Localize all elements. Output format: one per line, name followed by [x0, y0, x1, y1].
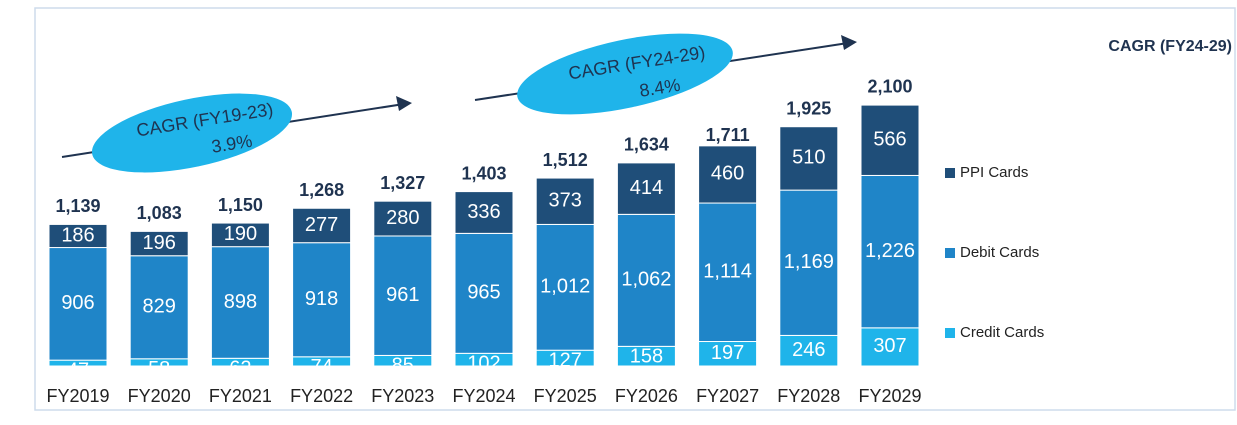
x-tick-label: FY2022: [290, 386, 353, 406]
segment-label: 918: [305, 288, 338, 310]
bar-segment: [292, 242, 352, 358]
x-tick-label: FY2029: [858, 386, 921, 406]
segment-label: 1,062: [621, 269, 671, 291]
x-tick-label: FY2023: [371, 386, 434, 406]
bar-segment: [616, 213, 676, 347]
segment-label: 906: [61, 292, 94, 314]
bar-segment: [373, 235, 433, 356]
x-tick-label: FY2020: [128, 386, 191, 406]
total-label: 1,711: [706, 125, 750, 145]
bar-segment: [129, 230, 189, 257]
bar-segment: [210, 246, 270, 359]
segment-label: 1,226: [865, 240, 915, 262]
bar-segment: [616, 162, 676, 215]
segment-label: 158: [630, 346, 663, 368]
segment-label: 280: [386, 207, 419, 229]
header-note: CAGR (FY24-29): [1108, 38, 1232, 55]
segment-label: 829: [143, 296, 176, 318]
segment-label: 277: [305, 214, 338, 236]
total-label: 2,100: [867, 77, 912, 97]
arrow-head: [841, 35, 857, 50]
cagr-bubble: [91, 93, 293, 173]
bar-segment: [535, 177, 595, 225]
segment-label: 307: [873, 335, 906, 357]
segment-label: 510: [792, 147, 825, 169]
bar-segment: [373, 200, 433, 237]
bar-segment: [779, 334, 839, 367]
bar-segment: [698, 145, 758, 204]
segment-label: 197: [711, 342, 744, 364]
bar-segment: [698, 341, 758, 367]
bar-segment: [779, 126, 839, 191]
bar-segment: [129, 255, 189, 360]
bar-segment: [779, 189, 839, 336]
segment-label: 1,012: [540, 276, 590, 298]
segment-label: 414: [630, 177, 663, 199]
segment-label: 74: [310, 356, 332, 378]
segment-label: 186: [61, 224, 94, 246]
segment-label: 460: [711, 163, 744, 185]
legend-label: PPI Cards: [960, 164, 1028, 181]
segment-label: 190: [224, 223, 257, 245]
segment-label: 47: [67, 359, 89, 381]
total-label: 1,512: [543, 150, 588, 170]
segment-label: 566: [873, 129, 906, 151]
arrow-head: [396, 96, 412, 111]
bar-segment: [454, 232, 514, 354]
segment-label: 102: [467, 353, 500, 375]
total-label: 1,139: [55, 196, 100, 216]
total-label: 1,925: [786, 98, 831, 118]
frame: [34, 7, 1236, 411]
bar-segment: [860, 174, 920, 329]
segment-label: 961: [386, 284, 419, 306]
total-label: 1,268: [299, 180, 344, 200]
total-label: 1,327: [380, 173, 425, 193]
segment-label: 85: [392, 355, 414, 377]
bar-segment: [698, 202, 758, 343]
segment-label: 373: [549, 190, 582, 212]
bar-segment: [860, 327, 920, 367]
x-tick-label: FY2027: [696, 386, 759, 406]
legend-swatch: [945, 168, 955, 178]
x-tick-label: FY2019: [46, 386, 109, 406]
legend-swatch: [945, 248, 955, 258]
bar-segment: [210, 222, 270, 248]
segment-label: 62: [229, 358, 251, 380]
total-label: 1,634: [624, 135, 669, 155]
x-tick-label: FY2026: [615, 386, 678, 406]
bar-segment: [535, 223, 595, 351]
segment-label: 58: [148, 358, 170, 380]
x-tick-label: FY2028: [777, 386, 840, 406]
x-tick-label: FY2025: [534, 386, 597, 406]
segment-label: 1,114: [703, 261, 752, 283]
bar-segment: [860, 104, 920, 176]
cagr-bubble: [517, 33, 733, 115]
segment-label: 1,169: [784, 251, 834, 273]
total-label: 1,150: [218, 195, 263, 215]
segment-label: 127: [549, 349, 582, 371]
segment-label: 965: [467, 282, 500, 304]
bar-segment: [48, 223, 108, 249]
bar-segment: [292, 207, 352, 244]
segment-label: 246: [792, 339, 825, 361]
legend-label: Credit Cards: [960, 324, 1044, 341]
total-label: 1,083: [137, 203, 182, 223]
x-tick-label: FY2024: [452, 386, 515, 406]
bar-segment: [454, 191, 514, 234]
segment-label: 336: [467, 201, 500, 223]
legend-swatch: [945, 328, 955, 338]
segment-label: 898: [224, 291, 257, 313]
x-tick-label: FY2021: [209, 386, 272, 406]
legend-label: Debit Cards: [960, 244, 1039, 261]
segment-label: 196: [143, 232, 176, 254]
total-label: 1,403: [461, 163, 506, 183]
